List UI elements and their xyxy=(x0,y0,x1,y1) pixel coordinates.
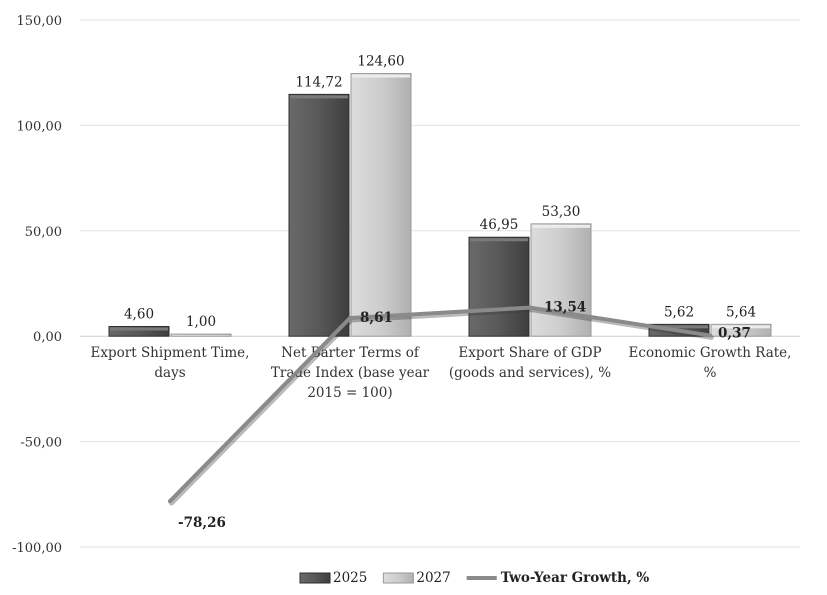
bar xyxy=(468,236,530,337)
y-tick-label: 0,00 xyxy=(33,330,62,345)
line-data-label: 0,37 xyxy=(718,325,751,341)
bar-data-label: 114,72 xyxy=(295,74,342,90)
category-label-line: % xyxy=(704,365,717,381)
legend-label: Two-Year Growth, % xyxy=(501,570,650,586)
bar-bevel xyxy=(470,238,528,242)
category-label-line: Net Barter Terms of xyxy=(281,345,420,361)
series-line-shadow xyxy=(169,307,714,506)
legend-swatch xyxy=(382,572,414,584)
bar-data-label: 4,60 xyxy=(124,307,154,323)
bar-data-label: 46,95 xyxy=(480,217,519,233)
category-label-line: Trade Index (base year xyxy=(271,365,430,381)
category-label-line: Export Share of GDP xyxy=(458,345,601,361)
bar-bevel xyxy=(712,325,770,329)
line-point xyxy=(348,316,352,321)
bar xyxy=(710,323,772,337)
y-tick-label: 100,00 xyxy=(17,119,63,134)
bar-data-label: 5,64 xyxy=(726,304,756,320)
category-label: Net Barter Terms of Trade Index (base yea… xyxy=(271,345,430,401)
bar-bevel xyxy=(532,224,590,228)
bar-data-label: 53,30 xyxy=(542,204,581,220)
category-label-line: Export Shipment Time, xyxy=(91,345,250,361)
line-data-label: 8,61 xyxy=(360,310,393,326)
bar-bevel xyxy=(290,95,348,99)
line-point xyxy=(168,499,172,504)
bar-bevel xyxy=(352,74,410,78)
bar xyxy=(350,73,412,337)
bar-data-label: 1,00 xyxy=(186,314,216,330)
y-tick-label: 150,00 xyxy=(17,14,63,29)
category-label-line: (goods and services), % xyxy=(449,365,611,381)
category-label: Export Share of GDP (goods and services),… xyxy=(449,345,611,381)
bar-data-label: 124,60 xyxy=(357,54,404,70)
legend-label: 2027 xyxy=(416,570,450,586)
y-tick-label: -50,00 xyxy=(20,436,62,451)
legend-swatch xyxy=(299,572,331,584)
line-point xyxy=(708,333,712,338)
bar xyxy=(288,93,350,337)
y-tick-label: 50,00 xyxy=(25,225,62,240)
category-label-line: 2015 = 100) xyxy=(307,385,392,401)
line-data-label: -78,26 xyxy=(178,515,226,531)
series-line-two-year-growth xyxy=(168,305,712,504)
category-label: Export Shipment Time, days xyxy=(91,345,250,381)
legend-label: 2025 xyxy=(333,570,367,586)
bar-bevel xyxy=(650,325,708,329)
line-point xyxy=(528,305,532,310)
category-label-line: days xyxy=(154,365,185,381)
bar-bevel xyxy=(172,335,230,336)
category-label-line: Economic Growth Rate, xyxy=(629,345,792,361)
line-data-label: 13,54 xyxy=(544,300,586,316)
y-tick-label: -100,00 xyxy=(12,541,62,556)
bar-data-label: 5,62 xyxy=(664,304,694,320)
bar-bevel xyxy=(110,327,168,331)
category-label: Economic Growth Rate,% xyxy=(629,345,792,381)
bar xyxy=(108,326,170,337)
